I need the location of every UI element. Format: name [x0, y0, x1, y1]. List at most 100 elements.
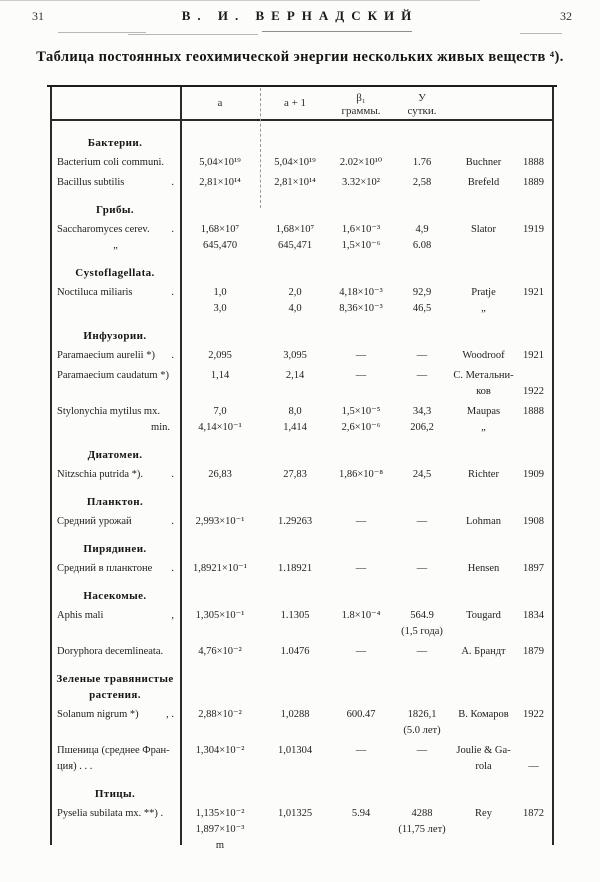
cell-a: 1,68×10⁷ — [200, 224, 240, 235]
cell-a: 1,0 — [213, 287, 227, 298]
section-row: Планктон. — [50, 494, 552, 510]
section-row: Cystoflagellata. — [50, 265, 552, 281]
organism-name: min. — [151, 422, 170, 433]
cell-res: Maupas — [466, 406, 501, 417]
dot-leader: . — [171, 177, 174, 188]
cell-v: — — [416, 516, 428, 527]
dot-leader: , . — [166, 709, 174, 720]
cell-beta: 1.8×10⁻⁴ — [341, 610, 381, 621]
organism-name: Средний в планктоне. — [50, 561, 180, 577]
cell-v: — — [416, 370, 428, 381]
table-row: Doryphora decemlineata. 4,76×10⁻² 1.0476 — —… — [50, 644, 552, 660]
cell-beta: 1,5×10⁻⁶ — [341, 240, 381, 251]
table-row: Paramaecium aurelii *). 2,095 3,095 — — Woodr… — [50, 348, 552, 364]
cell-year: 1888 — [523, 406, 544, 417]
section-row: Диатомеи. — [50, 447, 552, 463]
cell-year: 1921 — [523, 287, 544, 298]
table-row: Pyselia subilata mx. **) . 1,135×10⁻² 1,8… — [50, 806, 552, 854]
section-label: Птицы. — [94, 788, 136, 800]
cell-year: — — [528, 761, 539, 772]
cell-a: 5,04×10¹⁹ — [199, 157, 241, 168]
cell-a: 645,470 — [202, 240, 238, 251]
cell-year: 1909 — [523, 469, 544, 480]
cell-v: — — [416, 646, 428, 657]
header-underline-rule — [50, 119, 553, 121]
cell-v: 4,9 — [415, 224, 429, 235]
running-title: В. И. ВЕРНАДСКИЙ — [181, 8, 419, 23]
cell-year: 1889 — [523, 177, 544, 188]
cell-a: 2,993×10⁻¹ — [195, 516, 245, 527]
organism-name: Bacterium coli communi. — [57, 157, 165, 168]
cell-beta: 1,86×10⁻⁸ — [339, 469, 383, 480]
table-row: Aphis mali, 1,305×10⁻¹ 1.1305 1.8×10⁻⁴ 564.9… — [50, 608, 552, 640]
section-label: Бактерии. — [87, 137, 143, 149]
cell-beta: 8,36×10⁻³ — [339, 303, 383, 314]
cell-v: 1.76 — [412, 157, 432, 168]
organism-name: Stylonychia mytilus mx. — [57, 406, 160, 417]
page-number-left: 31 — [32, 9, 44, 23]
cell-a1: 27,83 — [283, 469, 307, 480]
scan-artifact-line — [58, 32, 146, 33]
organism-name: Doryphora decemlineata. — [57, 646, 164, 657]
table-row: Stylonychia mytilus mx. 7,0 8,0 1,5×10⁻⁵ 34,… — [50, 404, 552, 436]
cell-beta: — — [355, 516, 367, 527]
cell-v: — — [416, 350, 428, 361]
table-title: Таблица постоянных геохимической энергии… — [36, 49, 564, 65]
organism-name: Saccharomyces cerev.. — [50, 222, 180, 238]
cell-year: 1922 — [523, 386, 544, 397]
organism-name: „ — [113, 240, 118, 251]
cell-a1: 1,68×10⁷ — [275, 224, 315, 235]
cell-v: 92,9 — [412, 287, 432, 298]
cell-res: Tougard — [466, 610, 501, 621]
cell-beta: 1,6×10⁻³ — [341, 224, 381, 235]
cell-res: Buchner — [465, 157, 502, 168]
cell-a: 1,14 — [210, 370, 230, 381]
section-row: Птицы. — [50, 786, 552, 802]
section-label: Насекомые. — [83, 590, 147, 602]
cell-a1: 1,0288 — [280, 709, 310, 720]
cell-a: 4,14×10⁻¹ — [198, 422, 242, 433]
cell-v: 24,5 — [412, 469, 432, 480]
cell-a1: 1,01304 — [277, 745, 313, 756]
scan-artifact-line — [262, 31, 412, 32]
cell-a1: 2,81×10¹⁴ — [274, 177, 316, 188]
cell-v: 34,3 — [412, 406, 432, 417]
cell-res: А. Брандт — [461, 646, 506, 657]
cell-a1: 2,14 — [285, 370, 305, 381]
column-header-a-plus-1: а + 1 — [283, 97, 307, 109]
section-label: Диатомеи. — [87, 449, 143, 461]
table-row: Bacterium coli communi. 5,04×10¹⁹ 5,04×10¹… — [50, 155, 552, 171]
cell-beta: 5.94 — [351, 808, 371, 819]
table-row: Nitzschia putrida *).. 26,83 27,83 1,86×10⁻… — [50, 467, 552, 483]
cell-v: — — [416, 745, 428, 756]
cell-a: 26,83 — [208, 469, 232, 480]
cell-a: 7,0 — [213, 406, 227, 417]
section-row: Грибы. — [50, 202, 552, 218]
cell-beta: 4,18×10⁻³ — [339, 287, 383, 298]
cell-beta: 600.47 — [346, 709, 376, 720]
dot-leader: . — [171, 287, 174, 298]
table-right-rule — [552, 87, 554, 845]
cell-v: 1826,1 (5.0 лет) — [403, 709, 441, 736]
cell-year: 1922 — [523, 709, 544, 720]
section-label: Cystoflagellata. — [75, 267, 155, 279]
cell-year: 1908 — [523, 516, 544, 527]
cell-v: 2,58 — [412, 177, 432, 188]
cell-res: „ — [481, 422, 486, 433]
cell-beta: 1,5×10⁻⁵ — [341, 406, 381, 417]
cell-year: 1921 — [523, 350, 544, 361]
cell-v: — — [416, 563, 428, 574]
cell-beta: — — [355, 563, 367, 574]
table-dashed-column-rule — [260, 88, 261, 208]
cell-res: Hensen — [467, 563, 500, 574]
table-top-rule — [47, 85, 557, 88]
table-left-rule — [50, 87, 52, 845]
cell-v: 206,2 — [410, 422, 434, 433]
dot-leader: . — [171, 469, 174, 480]
organism-name: Aphis mali, — [50, 608, 180, 624]
cell-a1: 2,0 — [288, 287, 302, 298]
organism-name: Средний урожай. — [50, 514, 180, 530]
cell-a: 2,81×10¹⁴ — [199, 177, 241, 188]
cell-a: 1,8921×10⁻¹ — [193, 563, 247, 574]
cell-a: 1,135×10⁻² 1,897×10⁻³ m — [195, 808, 245, 851]
